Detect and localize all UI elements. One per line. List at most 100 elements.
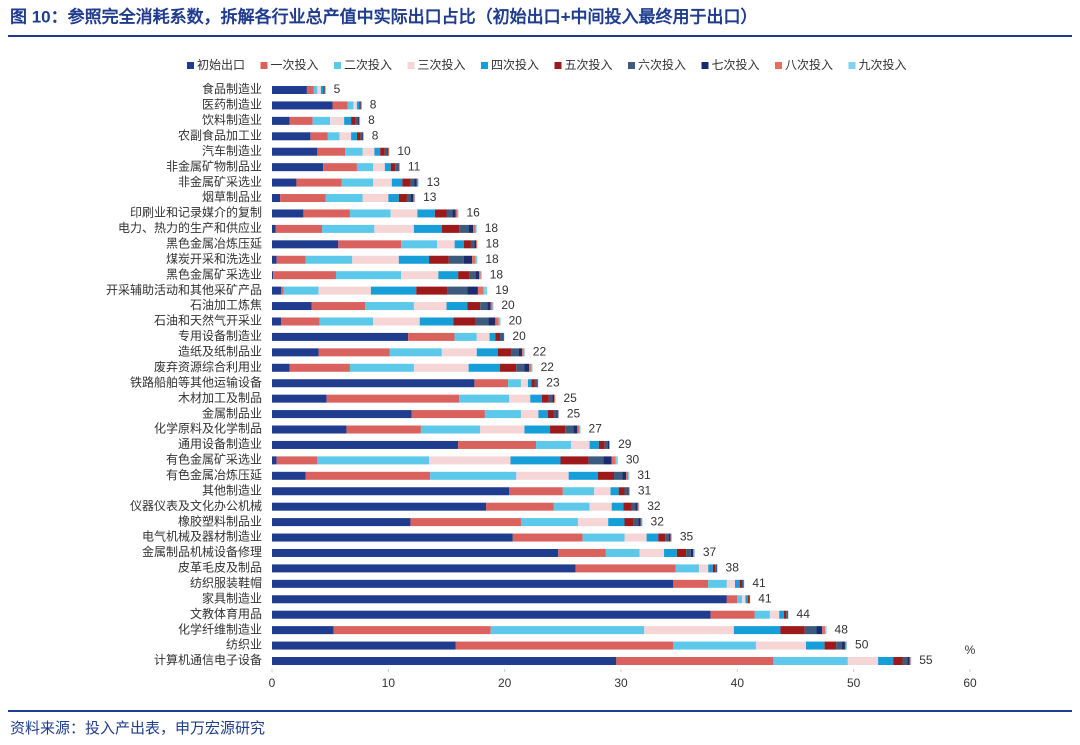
y-tick-label: 纺织业 [226,638,262,652]
bar-segment [644,626,734,634]
legend-label: 七次投入 [712,57,760,72]
bar-segment [609,441,610,449]
bar-segment [628,472,629,480]
bar-segment [470,271,476,279]
bar-segment [474,240,476,248]
bar-segment [272,657,616,665]
bar-segment [284,287,319,295]
bar-segment [344,117,351,125]
bar-segment [348,101,354,109]
bar-segment [561,456,589,464]
bar-segment [469,364,500,372]
bar-segment [272,534,513,542]
bar-segment [816,626,822,634]
bar-segment [272,209,303,217]
bar-segment [458,271,470,279]
bar-segment [401,271,438,279]
y-tick-label: 非金属矿物制品业 [166,158,262,173]
legend-swatch [555,62,562,69]
total-label: 35 [680,530,694,544]
bar-segment [289,117,312,125]
bar-segment [359,101,360,109]
bar-segment [359,117,360,125]
total-label: 25 [567,406,581,420]
bar-segment [272,611,711,619]
bar-segment [594,487,610,495]
bar-segment [486,503,553,511]
bar-segment [317,86,320,94]
bar-segment [272,456,277,464]
bar-segment [640,549,664,557]
bar-segment [414,302,447,310]
bar-segment [735,580,740,588]
bar-segment [779,611,784,619]
y-tick-label: 非金属矿采选业 [178,174,262,189]
y-tick-label: 皮革毛皮及制品 [178,561,262,575]
y-tick-label: 通用设备制造业 [178,437,262,451]
bar-segment [571,441,590,449]
y-tick-label: 电气机械及器材制造业 [142,529,262,544]
legend-label: 二次投入 [344,57,392,72]
bar-segment [414,364,469,372]
bar-segment [616,456,618,464]
bar-segment [500,333,502,341]
y-tick-label: 造纸及纸制品业 [178,345,262,359]
bar-segment [420,317,454,325]
bar-segment [362,132,363,140]
y-tick-label: 电力、热力的生产和供应业 [118,220,262,235]
bar-segment [491,626,645,634]
bar-segment [773,657,847,665]
bar-segment [576,564,676,572]
bar-segment [711,611,755,619]
x-tick-label: 50 [847,676,861,690]
bar-segment [352,256,399,264]
bar-segment [303,209,350,217]
bar-segment [619,487,625,495]
bar-segment [296,179,341,187]
bar-segment [893,657,902,665]
total-label: 16 [466,206,480,220]
total-label: 5 [334,82,341,96]
bar-segment [558,549,606,557]
bar-segment [786,611,787,619]
total-label: 32 [647,499,661,513]
bar-segment [522,348,524,356]
bar-segment [641,518,642,526]
bar-segment [272,225,275,233]
bar-segment [565,426,573,434]
bar-segment [552,395,554,403]
bar-segment [708,564,713,572]
y-tick-label: 仪器仪表及文化办公机械 [130,498,262,513]
total-label: 8 [370,98,377,112]
total-label: 18 [485,221,499,235]
bar-segment [563,487,594,495]
x-tick-label: 30 [614,676,628,690]
title: 图 10：参照完全消耗系数，拆解各行业总产值中实际出口占比（初始出口+中间投入最… [10,6,758,26]
total-label: 22 [533,345,547,359]
bar-segment [272,595,727,603]
bar-segment [360,132,362,140]
bar-segment [554,410,557,418]
bar-segment [521,410,538,418]
bar-segment [528,379,531,387]
bar-segment [350,364,414,372]
bar-segment [558,410,559,418]
bar-segment [312,302,366,310]
bar-segment [670,534,671,542]
bar-segment [699,564,708,572]
bar-segment [357,101,359,109]
total-label: 27 [589,422,603,436]
bar-segment [272,518,410,526]
bar-segment [479,271,481,279]
total-label: 18 [486,236,500,250]
bar-segment [911,657,912,665]
bar-segment [727,595,737,603]
bar-segment [469,225,474,233]
bar-segment [485,410,521,418]
bar-segment [623,503,631,511]
bar-segment [458,209,459,217]
bar-segment [472,256,475,264]
bar-segment [363,194,389,202]
bar-segment [756,642,806,650]
bar-segment [464,256,472,264]
